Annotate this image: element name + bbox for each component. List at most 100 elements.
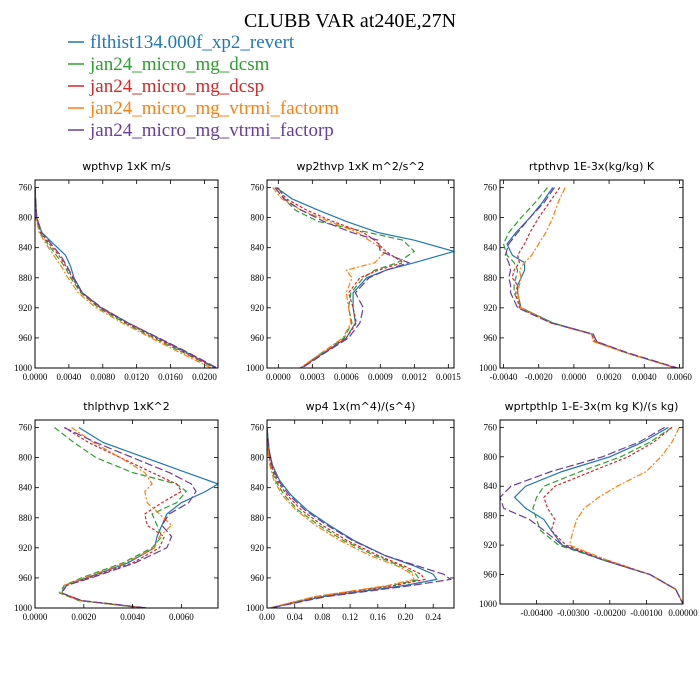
series-line <box>35 187 218 368</box>
y-tick-label: 920 <box>251 543 265 553</box>
series-line <box>35 187 216 368</box>
series-line <box>543 426 683 604</box>
y-tick-label: 840 <box>19 243 33 253</box>
panel-title: wp2thvp 1xK m^2/s^2 <box>296 160 424 173</box>
x-tick-label: 0.0040 <box>632 372 657 382</box>
x-tick-label: 0.0006 <box>334 372 359 382</box>
panels: wpthvp 1xK m/s 0.0000 0.0040 0.0080 0.0120 0.… <box>14 160 698 622</box>
panel-title: thlpthvp 1xK^2 <box>83 400 170 413</box>
panel-title: rtpthvp 1E-3x(kg/kg) K <box>529 160 655 173</box>
y-tick-label: 960 <box>19 573 33 583</box>
x-tick-label: -0.00200 <box>594 608 627 618</box>
series-line <box>511 187 677 368</box>
y-tick-label: 840 <box>251 243 265 253</box>
y-tick-label: 800 <box>484 213 498 223</box>
y-tick-label: 800 <box>484 452 498 462</box>
x-tick-label: 0.0003 <box>300 372 325 382</box>
legend: flthist134.000f_xp2_revertjan24_micro_mg… <box>68 32 339 141</box>
chart-panel: rtpthvp 1E-3x(kg/kg) K -0.0040 -0.0020 0.00… <box>479 160 692 382</box>
x-tick-label: 0.12 <box>342 612 358 622</box>
x-tick-label: 0.0020 <box>597 372 622 382</box>
y-tick-label: 960 <box>251 333 265 343</box>
plot-frame <box>266 419 455 609</box>
x-tick-label: -0.0040 <box>490 372 518 382</box>
y-tick-label: 1000 <box>14 363 33 373</box>
y-tick-label: 1000 <box>479 363 498 373</box>
y-tick-label: 760 <box>251 423 265 433</box>
x-tick-label: 0.08 <box>315 612 331 622</box>
series-line <box>513 426 683 604</box>
x-tick-label: 0.0015 <box>436 372 461 382</box>
series-line <box>274 187 411 368</box>
chart-panel: wp4 1x(m^4)/(s^4) 0.00 0.04 0.08 0.12 0.16 0.2… <box>246 400 455 622</box>
y-tick-label: 800 <box>251 453 265 463</box>
y-tick-label: 920 <box>251 303 265 313</box>
y-tick-label: 960 <box>19 333 33 343</box>
x-tick-label: 0.00 <box>259 612 275 622</box>
x-tick-label: 0.04 <box>287 612 303 622</box>
y-tick-label: 880 <box>251 513 265 523</box>
y-tick-label: 760 <box>484 183 498 193</box>
y-tick-label: 800 <box>19 213 33 223</box>
y-tick-label: 800 <box>19 453 33 463</box>
y-tick-label: 800 <box>251 213 265 223</box>
legend-label: jan24_micro_mg_dcsp <box>89 76 264 97</box>
series-line <box>568 427 683 604</box>
panel-title: wpthvp 1xK m/s <box>82 160 171 173</box>
series-line <box>272 187 387 368</box>
x-tick-label: 0.0200 <box>192 372 217 382</box>
plot-frame <box>499 179 684 369</box>
series-line <box>60 426 183 608</box>
y-tick-label: 760 <box>19 183 33 193</box>
x-tick-label: -0.00400 <box>520 608 553 618</box>
series-line <box>61 426 218 608</box>
chart-panel: thlpthvp 1xK^2 0.0000 0.0020 0.0040 0.0060 76… <box>14 400 219 622</box>
panel-title: wp4 1x(m^4)/(s^4) <box>306 400 416 413</box>
y-tick-label: 880 <box>19 513 33 523</box>
plot-frame <box>499 419 684 605</box>
legend-label: jan24_micro_mg_dcsm <box>89 54 270 75</box>
x-tick-label: 0.0080 <box>90 372 115 382</box>
x-tick-label: -0.00100 <box>630 608 663 618</box>
x-tick-label: 0.0012 <box>402 372 427 382</box>
x-tick-label: 0.0040 <box>57 372 82 382</box>
series-line <box>502 187 677 368</box>
x-tick-label: 0.00000 <box>668 608 698 618</box>
x-tick-label: 0.0000 <box>562 372 587 382</box>
series-line <box>267 427 426 608</box>
series-line <box>267 427 452 608</box>
y-tick-label: 880 <box>484 273 498 283</box>
series-line <box>267 427 415 608</box>
panel-title: wprtpthlp 1-E-3x(m kg K)/(s kg) <box>505 400 679 413</box>
x-tick-label: 0.0000 <box>23 372 48 382</box>
x-tick-label: 0.0160 <box>158 372 183 382</box>
x-tick-label: 0.0040 <box>120 612 145 622</box>
y-tick-label: 840 <box>484 243 498 253</box>
x-tick-label: -0.00300 <box>557 608 590 618</box>
series-line <box>267 427 438 608</box>
y-tick-label: 920 <box>19 303 33 313</box>
series-line <box>35 187 215 368</box>
series-line <box>504 187 678 368</box>
y-tick-label: 880 <box>251 273 265 283</box>
series-line <box>61 427 173 608</box>
y-tick-label: 960 <box>484 570 498 580</box>
y-tick-label: 960 <box>251 573 265 583</box>
legend-label: jan24_micro_mg_vtrmi_factorm <box>89 98 339 119</box>
series-line <box>267 427 421 608</box>
plot-frame <box>34 179 219 369</box>
series-line <box>35 187 217 368</box>
y-tick-label: 1000 <box>14 603 33 613</box>
x-tick-label: 0.0000 <box>23 612 48 622</box>
series-line <box>532 426 683 604</box>
y-tick-label: 760 <box>19 423 33 433</box>
chart-panel: wpthvp 1xK m/s 0.0000 0.0040 0.0080 0.0120 0.… <box>14 160 219 382</box>
plot-frame <box>34 419 219 609</box>
y-tick-label: 1000 <box>479 599 498 609</box>
y-tick-label: 760 <box>484 422 498 432</box>
y-tick-label: 840 <box>251 483 265 493</box>
y-tick-label: 880 <box>19 273 33 283</box>
series-line <box>276 187 405 368</box>
legend-label: jan24_micro_mg_vtrmi_factorp <box>89 120 334 141</box>
